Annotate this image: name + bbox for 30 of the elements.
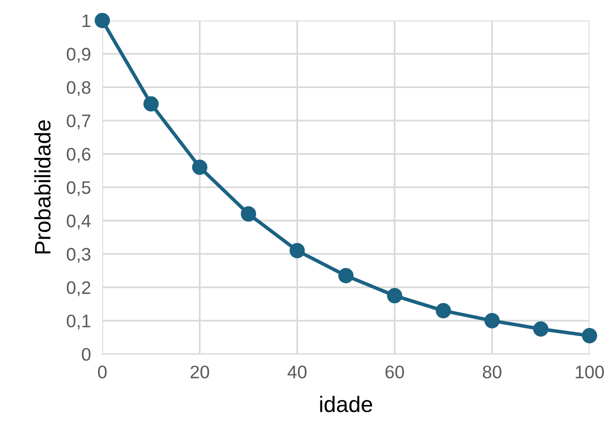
y-tick-label: 0,4 xyxy=(66,214,91,230)
point xyxy=(533,321,548,337)
y-tick-label: 1 xyxy=(82,14,90,28)
x-tick-label: 20 xyxy=(190,366,210,378)
y-tick-label: 0,5 xyxy=(66,181,90,196)
point xyxy=(484,313,500,328)
x-axis-title: idade xyxy=(320,396,372,412)
x-tick-label: 100 xyxy=(576,366,604,378)
point xyxy=(192,160,208,175)
point xyxy=(386,288,402,304)
point xyxy=(143,96,159,112)
y-axis-title: Probabilidade xyxy=(34,120,51,254)
x-tick-label: 60 xyxy=(386,366,404,378)
y-tick-label: 0,3 xyxy=(66,248,90,263)
point xyxy=(338,268,354,284)
point xyxy=(436,303,451,318)
point xyxy=(582,328,598,344)
y-tick-label: 0,1 xyxy=(66,314,90,330)
y-tick-label: 0,9 xyxy=(66,48,90,63)
x-tick-label: 80 xyxy=(482,366,502,378)
y-tick-label: 0,7 xyxy=(66,114,90,130)
x-tick-label: 0 xyxy=(98,366,107,378)
y-tick-label: 0,2 xyxy=(66,281,90,296)
point xyxy=(290,242,305,258)
y-tick-label: 0,8 xyxy=(66,81,90,96)
point xyxy=(94,12,110,28)
point xyxy=(240,206,256,222)
y-tick-label: 0,6 xyxy=(66,148,90,163)
x-tick-label: 40 xyxy=(288,366,307,378)
y-tick-label: 0 xyxy=(82,348,90,361)
